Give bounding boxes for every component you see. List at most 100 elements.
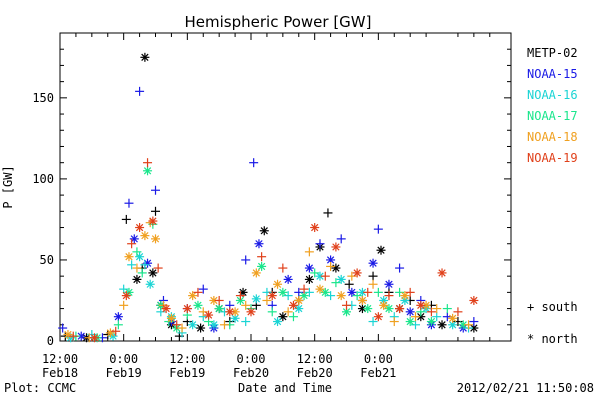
data-point-north <box>151 234 161 244</box>
data-point-north <box>352 268 362 278</box>
data-point-south <box>352 291 362 301</box>
data-point-south <box>432 304 442 314</box>
data-point-south <box>323 208 333 218</box>
data-point-south <box>58 323 68 333</box>
data-point-north <box>368 258 378 268</box>
data-point-south <box>241 317 251 327</box>
data-point-south <box>249 158 259 168</box>
data-point-south <box>198 284 208 294</box>
data-point-north <box>299 291 309 301</box>
data-point-south <box>151 206 161 216</box>
data-point-south <box>121 214 131 224</box>
data-point-north <box>342 307 352 317</box>
data-point-south <box>426 307 436 317</box>
data-point-south <box>469 317 479 327</box>
data-point-south <box>241 255 251 265</box>
marker-legend-north: * north <box>527 332 578 346</box>
data-point-north <box>251 294 261 304</box>
data-point-south <box>304 287 314 297</box>
data-point-south <box>127 239 137 249</box>
data-point-south <box>137 268 147 278</box>
data-point-north <box>257 261 267 271</box>
legend-entry: NOAA-18 <box>527 130 578 144</box>
data-point-south <box>172 320 182 330</box>
data-point-north <box>288 300 298 310</box>
data-point-north <box>196 323 206 333</box>
data-point-south <box>368 271 378 281</box>
data-point-south <box>342 300 352 310</box>
data-point-north <box>373 312 383 322</box>
data-point-north <box>273 317 283 327</box>
data-point-north <box>376 245 386 255</box>
x-axis-label: Date and Time <box>238 381 332 395</box>
data-point-south <box>119 300 129 310</box>
y-axis: 0 50 100 150 <box>32 32 511 348</box>
y-tick-label: 100 <box>32 172 54 186</box>
data-point-south <box>262 295 272 305</box>
data-point-south <box>389 317 399 327</box>
data-point-north <box>384 304 394 314</box>
data-point-north <box>400 291 410 301</box>
data-point-south <box>219 320 229 330</box>
data-point-south <box>373 287 383 297</box>
data-point-south <box>294 287 304 297</box>
x-tick-label-time: 12:00 <box>42 352 78 366</box>
x-tick-label-date: Feb21 <box>360 366 396 380</box>
data-point-north <box>267 291 277 301</box>
data-point-south <box>132 247 142 257</box>
data-point-south <box>310 268 320 278</box>
data-point-north <box>259 226 269 236</box>
data-point-south <box>193 287 203 297</box>
footer-timestamp: 2012/02/21 11:50:08 <box>457 381 594 395</box>
data-point-north <box>426 317 436 327</box>
x-tick-label-time: 12:00 <box>297 352 333 366</box>
data-point-south <box>111 326 121 336</box>
series-legend: METP-02 NOAA-15 NOAA-16 NOAA-17 NOAA-18 NOAA-… <box>527 46 578 165</box>
y-tick-label: 150 <box>32 91 54 105</box>
data-point-north <box>283 274 293 284</box>
data-point-south <box>320 271 330 281</box>
data-point-north <box>273 279 283 289</box>
data-point-south <box>132 263 142 273</box>
data-point-north <box>188 320 198 330</box>
data-point-north <box>89 333 99 343</box>
data-point-south <box>153 263 163 273</box>
data-point-south <box>143 158 153 168</box>
data-point-north <box>193 300 203 310</box>
data-point-north <box>161 304 171 314</box>
data-point-south <box>395 287 405 297</box>
data-point-south <box>384 291 394 301</box>
x-tick-label-date: Feb20 <box>297 366 333 380</box>
data-point-north <box>143 166 153 176</box>
data-point-south <box>198 307 208 317</box>
data-point-north <box>421 300 431 310</box>
data-point-north <box>166 313 176 323</box>
data-point-north <box>140 231 150 241</box>
data-point-south <box>347 271 357 281</box>
data-point-north <box>416 300 426 310</box>
chart-title: Hemispheric Power [GW] <box>185 13 372 31</box>
data-point-north <box>148 216 158 226</box>
data-point-south <box>432 312 442 322</box>
data-point-south <box>368 279 378 289</box>
data-point-south <box>135 86 145 96</box>
data-point-south <box>241 300 251 310</box>
data-point-north <box>113 312 123 322</box>
data-point-north <box>357 287 367 297</box>
x-tick-label-date: Feb19 <box>106 366 142 380</box>
data-point-north <box>188 291 198 301</box>
data-point-north <box>278 287 288 297</box>
y-axis-label: P [GW] <box>1 165 15 208</box>
data-point-south <box>336 234 346 244</box>
data-point-south <box>283 291 293 301</box>
legend-entry: NOAA-17 <box>527 109 578 123</box>
legend-entry: NOAA-19 <box>527 151 578 165</box>
data-point-north <box>448 313 458 323</box>
data-point-north <box>437 320 447 330</box>
data-point-north <box>294 304 304 314</box>
x-tick-label-time: 0:00 <box>109 352 138 366</box>
data-point-south <box>326 261 336 271</box>
data-point-north <box>304 263 314 273</box>
